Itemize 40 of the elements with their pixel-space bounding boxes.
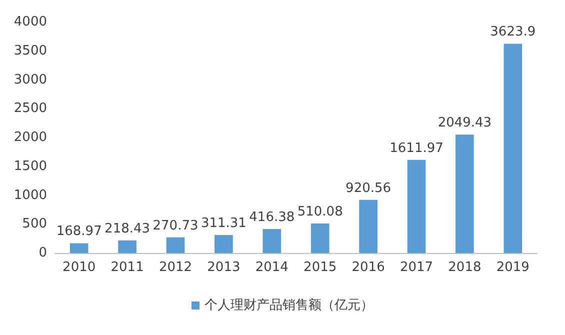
x-tick-label: 2011 (110, 260, 144, 275)
y-tick-label: 2000 (14, 130, 47, 145)
x-tick-label: 2010 (62, 260, 96, 275)
x-tick-label: 2019 (496, 260, 530, 275)
data-label: 920.56 (346, 180, 392, 196)
y-tick-label: 1500 (14, 158, 47, 174)
bar (118, 240, 136, 253)
bar (166, 237, 185, 253)
y-tick-label: 3500 (14, 43, 47, 58)
x-tick-label: 2016 (352, 260, 385, 275)
data-label: 270.73 (152, 218, 198, 234)
y-tick-label: 4000 (14, 14, 47, 30)
bar (262, 228, 282, 253)
x-tick-label: 2012 (158, 260, 192, 275)
y-tick-label: 2500 (14, 101, 47, 116)
y-tick-label: 500 (22, 216, 47, 232)
y-tick-label: 1000 (14, 188, 47, 203)
x-tick-label: 2017 (400, 260, 434, 275)
bar (70, 243, 88, 253)
bar (310, 224, 330, 253)
x-tick-label: 2014 (255, 260, 288, 275)
bar (407, 160, 426, 253)
x-tick-label: 2015 (304, 260, 337, 275)
bar (214, 235, 233, 253)
y-tick-label: 3000 (14, 72, 47, 88)
data-label: 168.97 (56, 224, 102, 240)
y-tick-label: 0 (38, 246, 47, 260)
data-label: 3623.9 (490, 24, 536, 40)
data-label: 2049.43 (438, 116, 492, 131)
bar (504, 44, 522, 253)
x-tick-label: 2018 (448, 260, 482, 275)
data-label: 311.31 (200, 216, 246, 232)
data-label: 416.38 (249, 210, 295, 225)
legend-label: 个人理财产品销售额（亿元） (204, 298, 374, 313)
data-label: 1611.97 (390, 140, 444, 156)
bar (456, 134, 474, 253)
data-label: 218.43 (104, 221, 150, 236)
bar (359, 200, 378, 253)
data-label: 510.08 (297, 204, 343, 220)
x-tick-label: 2013 (207, 260, 240, 275)
